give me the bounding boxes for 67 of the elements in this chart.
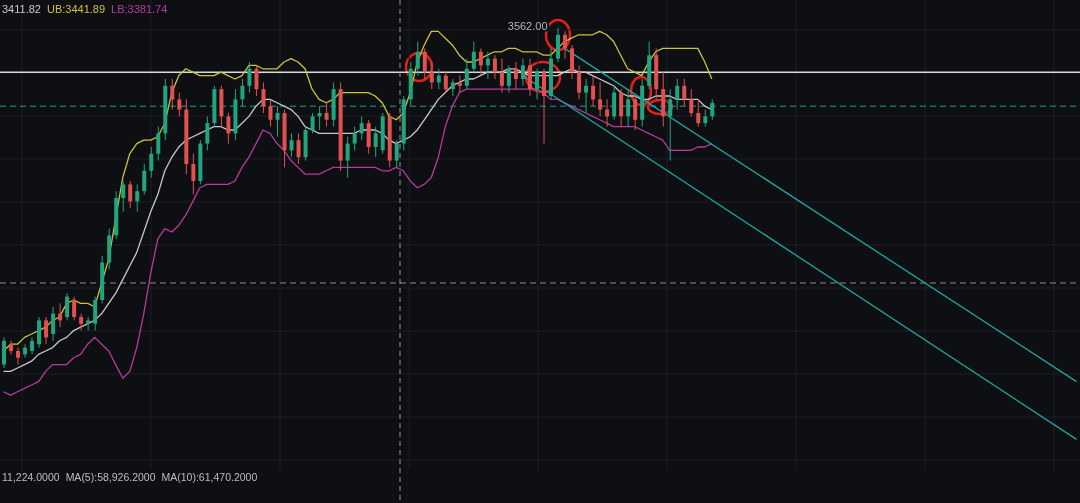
candlestick [352, 126, 357, 151]
candlestick [534, 68, 539, 100]
candlestick [345, 136, 350, 179]
candlestick [16, 347, 21, 366]
text: MA(5):58,926.2000 [65, 471, 156, 484]
candlestick [44, 316, 49, 345]
candlestick [191, 153, 196, 196]
candlestick [619, 88, 624, 128]
candlestick [394, 139, 399, 168]
candlestick [563, 30, 568, 60]
candlestick [156, 126, 161, 162]
text: LB:3381.74 [111, 2, 168, 16]
candlestick [72, 296, 77, 321]
candlestick [170, 78, 175, 111]
candlestick [513, 61, 518, 90]
candlestick [65, 292, 70, 321]
candlestick [415, 41, 420, 77]
candlestick [366, 119, 371, 155]
text: 3411.82 [2, 2, 41, 16]
candlestick [443, 71, 448, 94]
candlestick [556, 27, 561, 63]
text: UB:3441.89 [46, 2, 106, 16]
candlestick [2, 336, 6, 369]
candlestick [527, 58, 532, 97]
candlestick [478, 47, 483, 77]
candlestick [254, 64, 259, 97]
candlestick [247, 61, 252, 94]
candlestick [51, 306, 56, 342]
candlestick [520, 58, 525, 87]
candlestick [633, 95, 638, 131]
candlestick [289, 132, 294, 158]
candlestick [689, 88, 694, 117]
candlestick [471, 41, 476, 73]
candlestick [177, 92, 182, 117]
candlestick [542, 68, 546, 145]
candlestick [93, 296, 98, 332]
candlestick [506, 64, 511, 94]
candlestick [128, 180, 133, 209]
candlestick [359, 115, 364, 141]
candlestick [696, 98, 701, 128]
candlestick [499, 58, 504, 94]
candlestick [570, 44, 575, 80]
candlestick [261, 81, 266, 114]
candlestick [682, 78, 687, 107]
candlestick [268, 98, 273, 128]
annotation: 3562.00 [507, 19, 548, 32]
candlestick [373, 126, 378, 158]
candlestick [429, 61, 434, 90]
candlestick [37, 316, 42, 349]
candlestick [296, 132, 301, 165]
candlestick [226, 112, 231, 145]
candlestick [121, 180, 126, 213]
candlestick [142, 163, 147, 196]
candlestick [591, 75, 596, 107]
candlestick [422, 47, 427, 80]
candlestick [577, 64, 582, 100]
candlestick [205, 115, 210, 151]
candlestick [149, 146, 154, 179]
candlestick [598, 81, 603, 117]
candlestick [79, 313, 84, 332]
candlestick [135, 183, 140, 213]
candlestick [492, 54, 497, 80]
text: MA(10):61,470.2000 [161, 471, 258, 484]
text: 11,224.0000 [2, 471, 60, 484]
candlestick [464, 58, 469, 90]
candlestick [324, 102, 329, 128]
candlestick [310, 112, 315, 134]
